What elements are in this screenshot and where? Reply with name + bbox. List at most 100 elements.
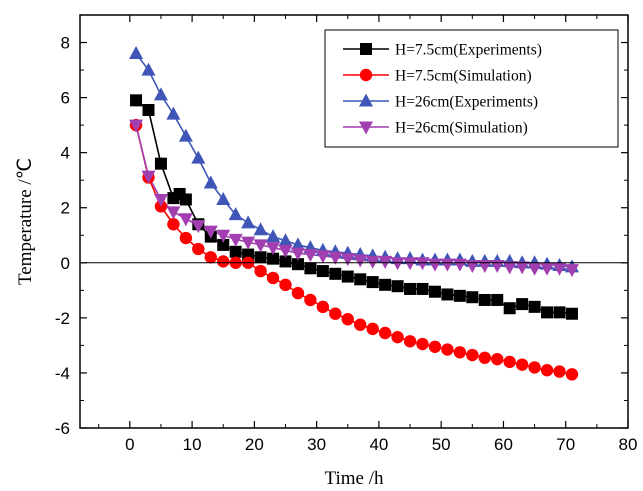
- data-point: [228, 207, 243, 221]
- data-point: [403, 257, 418, 271]
- axis-ticks: 0 10 20 30 40 50 60 70 80 -6 -4 -2 0 2 4 6 8: [55, 15, 638, 454]
- data-point: [153, 87, 168, 101]
- data-point: [141, 170, 156, 184]
- data-point: [316, 265, 329, 278]
- data-point: [266, 271, 280, 285]
- plot-frame: [79, 14, 629, 429]
- data-point: [428, 340, 442, 353]
- data-point: [290, 247, 305, 261]
- plot-area-border: [79, 14, 629, 429]
- data-point: [178, 128, 193, 142]
- data-point: [527, 262, 542, 276]
- y-tick-label: -6: [55, 419, 70, 438]
- data-point: [291, 286, 305, 300]
- data-point: [478, 293, 491, 306]
- data-point: [503, 355, 516, 369]
- data-point: [279, 278, 292, 292]
- data-point: [441, 343, 454, 356]
- data-point: [279, 255, 292, 268]
- y-axis-title: Temperature /℃: [15, 158, 36, 285]
- data-point: [515, 261, 530, 275]
- data-point: [416, 337, 429, 351]
- data-point: [341, 313, 354, 326]
- data-point: [541, 306, 554, 319]
- legend-label: H=26cm(Simulation): [395, 120, 528, 137]
- data-point: [503, 302, 516, 315]
- data-point: [366, 276, 379, 289]
- data-point: [129, 119, 144, 133]
- data-point: [390, 257, 405, 271]
- x-tick-label: 50: [432, 435, 451, 454]
- data-point: [466, 291, 479, 304]
- data-point: [441, 288, 454, 301]
- data-point: [191, 150, 206, 164]
- data-point: [378, 326, 392, 340]
- data-point: [141, 62, 156, 76]
- legend-marker: [359, 93, 373, 107]
- data-point: [440, 258, 455, 272]
- data-point: [466, 348, 479, 362]
- data-point: [341, 270, 354, 283]
- data-point: [553, 365, 566, 378]
- data-point: [166, 206, 181, 220]
- data-point: [178, 213, 193, 227]
- data-point: [266, 229, 281, 243]
- data-point: [491, 293, 504, 306]
- data-point: [203, 175, 218, 189]
- data-point: [478, 351, 491, 364]
- y-tick-label: 0: [61, 254, 70, 273]
- data-point: [354, 318, 367, 331]
- legend-marker: [360, 43, 372, 55]
- x-axis-title: Time /h: [325, 468, 384, 489]
- data-point: [353, 254, 368, 268]
- y-tick-label: 2: [61, 199, 70, 218]
- data-point: [216, 229, 231, 243]
- y-tick-label: -4: [55, 364, 70, 383]
- data-point: [515, 358, 529, 371]
- data-point: [242, 248, 255, 261]
- data-point: [528, 300, 541, 313]
- plot-series-markers: [129, 46, 579, 381]
- data-point: [452, 258, 467, 272]
- data-point: [404, 282, 417, 295]
- data-point: [465, 260, 480, 274]
- data-point: [391, 280, 404, 293]
- data-point: [291, 258, 304, 271]
- data-point: [315, 250, 330, 264]
- x-tick-label: 10: [183, 435, 202, 454]
- data-point: [130, 94, 143, 107]
- data-point: [540, 262, 555, 276]
- y-tick-label: 6: [61, 89, 70, 108]
- data-point: [266, 242, 281, 256]
- x-tick-label: 0: [125, 435, 134, 454]
- data-point: [191, 220, 206, 234]
- x-tick-label: 70: [556, 435, 575, 454]
- data-point: [217, 255, 230, 268]
- data-point: [142, 103, 155, 116]
- data-point: [192, 242, 205, 256]
- data-point: [491, 352, 504, 366]
- x-tick-label: 30: [307, 435, 326, 454]
- data-point: [166, 106, 181, 120]
- data-point: [304, 293, 317, 307]
- data-point: [340, 253, 355, 267]
- data-point: [179, 231, 193, 245]
- data-point: [565, 307, 578, 320]
- data-point: [403, 335, 417, 348]
- data-point: [278, 233, 293, 247]
- data-point: [303, 249, 318, 263]
- data-point: [528, 361, 541, 374]
- data-point: [564, 264, 579, 278]
- data-point: [453, 289, 466, 302]
- x-tick-label: 80: [619, 435, 638, 454]
- data-point: [167, 218, 180, 231]
- data-point: [477, 260, 492, 274]
- data-point: [204, 251, 217, 264]
- x-tick-label: 20: [245, 435, 264, 454]
- data-point: [278, 244, 293, 258]
- data-point: [366, 322, 379, 336]
- legend-label: H=26cm(Experiments): [395, 94, 538, 111]
- data-point: [490, 260, 505, 274]
- data-point: [415, 257, 430, 271]
